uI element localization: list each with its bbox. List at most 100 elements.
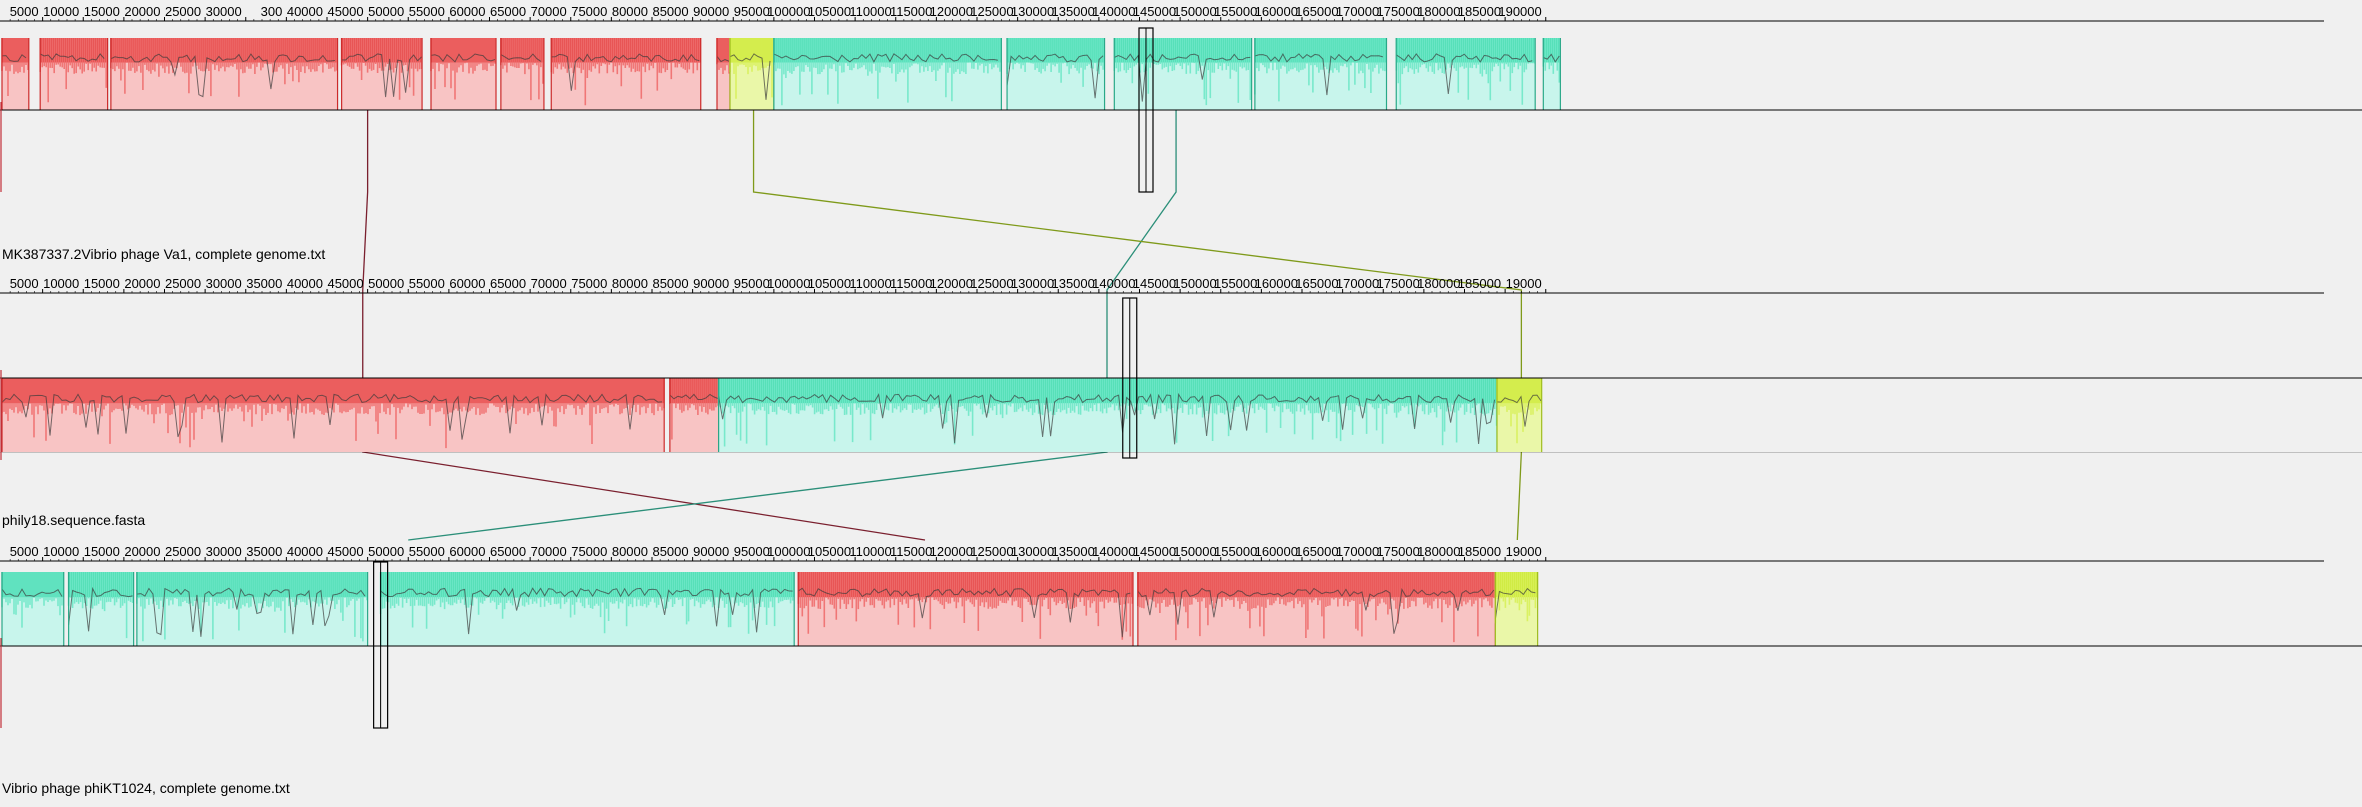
genome-name-label: MK387337.2Vibrio phage Va1, complete gen…	[2, 246, 326, 262]
ruler-tick-label: 30000	[206, 4, 242, 19]
ruler-tick-label: 130000	[1011, 4, 1054, 19]
ruler-tick-label: 75000	[571, 544, 607, 559]
lcb-block	[1137, 572, 1496, 646]
ruler-tick-label: 90000	[693, 544, 729, 559]
ruler-tick-label: 190000	[1498, 4, 1541, 19]
ruler-tick-label: 150000	[1173, 4, 1216, 19]
lcb-block	[67, 572, 135, 646]
ruler-tick-label: 60000	[449, 276, 485, 291]
lcb-block	[669, 378, 720, 452]
ruler-tick-label: 165000	[1295, 4, 1338, 19]
ruler-tick-label: 155000	[1214, 4, 1257, 19]
ruler-tick-label: 40000	[287, 276, 323, 291]
ruler-tick-label: 40000	[287, 544, 323, 559]
ruler-tick-label: 65000	[490, 544, 526, 559]
lcb-block	[379, 572, 795, 646]
ruler-tick-label: 90000	[693, 276, 729, 291]
ruler-tick-label: 30000	[206, 544, 242, 559]
lcb-block	[1542, 38, 1561, 110]
lcb-profile-line	[110, 53, 335, 98]
lcb-profile-line	[341, 53, 422, 98]
lcb-profile-line	[1494, 587, 1536, 619]
ruler-tick-label: 115000	[890, 544, 932, 559]
lcb-block	[39, 38, 109, 110]
ruler-tick-label: 160000	[1255, 544, 1298, 559]
ruler-tick-label: 120000	[930, 544, 973, 559]
ruler-tick-label: 180000	[1417, 4, 1460, 19]
ruler-tick-label: 55000	[409, 276, 445, 291]
ruler-tick-label: 80000	[612, 544, 648, 559]
lcb-profile-line	[1, 54, 27, 62]
lcb-profile-line	[1, 393, 663, 443]
genome-track: 5000 10000 15000 20000 25000 30000 35000 40000 4…	[0, 276, 2362, 460]
ruler-tick-label: 165000	[1295, 544, 1338, 559]
ruler-tick-label: 35000	[246, 276, 282, 291]
ruler-tick-label: 50000	[368, 4, 404, 19]
ruler-tick-label: 75000	[571, 276, 607, 291]
lcb-block	[1, 572, 65, 646]
lcb-profile-line	[68, 586, 133, 632]
lcb-block	[1, 38, 30, 110]
ruler-tick-label: 300	[261, 4, 283, 19]
lcb-block	[136, 572, 369, 646]
ruler-tick-label: 50000	[368, 544, 404, 559]
lcb-connection-lines	[362, 110, 1523, 541]
ruler-tick-label: 145000	[1133, 544, 1176, 559]
ruler-tick-label: 25000	[165, 276, 201, 291]
lcb-block	[110, 38, 339, 110]
ruler-tick-label: 125000	[970, 544, 1013, 559]
ruler-tick-label: 185000	[1458, 544, 1501, 559]
ruler-tick-label: 100000	[767, 276, 810, 291]
ruler-tick-label: 55000	[409, 4, 445, 19]
ruler-tick-label: 70000	[531, 276, 567, 291]
lcb-profile-line	[716, 55, 730, 63]
ruler-tick-label: 140000	[1092, 276, 1135, 291]
lcb-block	[717, 378, 1498, 452]
ruler-tick-label: 135000	[1051, 544, 1094, 559]
lcb-profile-line	[1254, 53, 1384, 96]
ruler-tick-label: 125000	[970, 276, 1013, 291]
ruler-tick-label: 160000	[1255, 276, 1298, 291]
ruler-tick-label: 10000	[43, 276, 79, 291]
ruler-tick-label: 135000	[1051, 4, 1094, 19]
genome-track: 5000 10000 15000 20000 25000 30000 35000 40000 4…	[0, 544, 2362, 729]
lcb-connection-line	[362, 110, 926, 541]
ruler-tick-label: 170000	[1336, 4, 1379, 19]
ruler-tick-label: 10000	[43, 544, 79, 559]
lcb-block	[1494, 572, 1539, 646]
lcb-profile-line	[1114, 53, 1251, 102]
ruler-tick-label: 40000	[287, 4, 323, 19]
lcb-block	[340, 38, 423, 110]
ruler-tick-label: 85000	[652, 4, 688, 19]
ruler-tick-label: 15000	[84, 544, 120, 559]
ruler-tick-label: 30000	[206, 276, 242, 291]
ruler-tick-label: 20000	[124, 544, 160, 559]
lcb-block	[729, 38, 775, 110]
ruler-tick-label: 145000	[1133, 276, 1176, 291]
lcb-profile-line	[1006, 53, 1104, 99]
ruler-tick-label: 150000	[1173, 544, 1216, 559]
ruler-tick-label: 120000	[930, 4, 973, 19]
ruler-tick-label: 70000	[531, 4, 567, 19]
lcb-block	[550, 38, 702, 110]
ruler-tick-label: 20000	[124, 4, 160, 19]
ruler-tick-label: 185000	[1458, 4, 1501, 19]
lcb-block	[1254, 38, 1388, 110]
ruler-tick-label: 15000	[84, 276, 120, 291]
ruler-tick-label: 120000	[930, 276, 973, 291]
ruler-tick-label: 20000	[124, 276, 160, 291]
ruler-tick-label: 175000	[1376, 4, 1419, 19]
lcb-block	[1006, 38, 1106, 110]
lcb-profile-line	[39, 53, 105, 62]
lcb-profile-line	[773, 53, 998, 63]
ruler-tick-label: 5000	[10, 276, 39, 291]
ruler-tick-label: 45000	[327, 544, 363, 559]
ruler-tick-label: 110000	[849, 276, 891, 291]
ruler-tick-label: 45000	[327, 4, 363, 19]
ruler-tick-label: 170000	[1336, 544, 1379, 559]
ruler-tick-label: 105000	[808, 276, 851, 291]
ruler-tick-label: 15000	[84, 4, 120, 19]
ruler-tick-label: 105000	[808, 544, 851, 559]
ruler-tick-label: 145000	[1133, 4, 1176, 19]
ruler-tick-label: 155000	[1214, 276, 1257, 291]
